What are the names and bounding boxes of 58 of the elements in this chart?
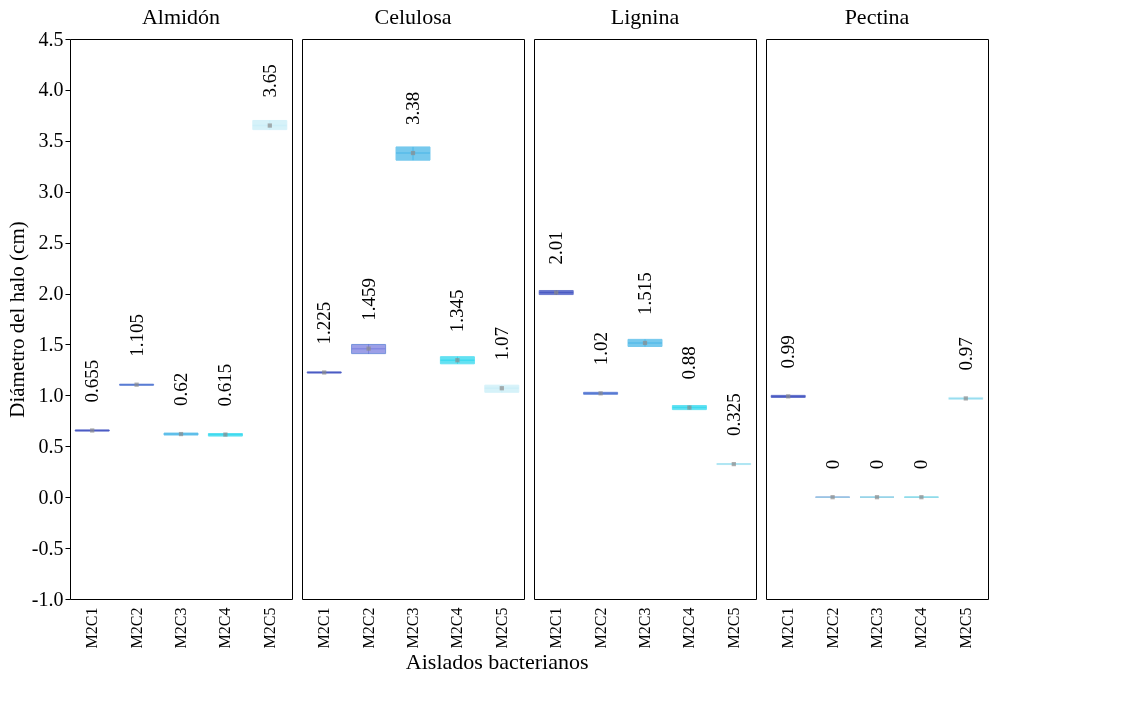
x-tick-label: M2C2 [359, 607, 377, 649]
text: 1.105 [125, 313, 147, 357]
y-tick-label: -0.5 [31, 536, 64, 559]
text: 0 [866, 459, 887, 470]
x-tick-label: M2C3 [172, 607, 189, 649]
x-tick-label: M2C2 [823, 607, 841, 649]
y-tick-label: 0.0 [38, 485, 64, 508]
y-tick-label: 1.0 [38, 383, 64, 406]
y-tick-label: 0.5 [38, 434, 64, 457]
y-tick-label: 1.5 [38, 332, 64, 355]
x-tick-label: M2C1 [547, 607, 565, 649]
x-tick-label: M2C4 [680, 607, 698, 649]
text: 1.459 [357, 277, 379, 321]
x-tick-label: M2C1 [315, 607, 333, 649]
text: 0 [821, 459, 843, 470]
text: 1.345 [446, 289, 468, 333]
y-tick-label: 3.0 [38, 180, 64, 203]
text: 1.225 [313, 301, 335, 345]
text: 0.655 [81, 359, 103, 403]
x-tick-label: M2C3 [636, 607, 653, 649]
text: 0.99 [777, 335, 799, 369]
text: 0.615 [214, 363, 236, 407]
x-tick-label: M2C1 [779, 607, 797, 649]
y-axis-title: Diámetro del halo (cm) [4, 221, 29, 418]
x-tick-label: M2C2 [591, 607, 609, 649]
y-tick-label: 4.0 [38, 78, 64, 101]
text: 3.38 [402, 91, 423, 126]
text: 0.88 [678, 346, 700, 380]
y-tick-label: 3.5 [38, 129, 64, 152]
text: 0.97 [954, 337, 976, 371]
text: 0.62 [170, 372, 191, 407]
x-axis-title: Aislados bacterianos [405, 649, 589, 675]
chart-title: Almidón [141, 4, 221, 29]
y-tick-label: 2.5 [38, 231, 64, 254]
x-tick-label: M2C5 [724, 607, 742, 649]
text: 1.07 [490, 326, 512, 361]
y-tick-label: -1.0 [31, 587, 64, 610]
chart-title: Pectina [844, 4, 910, 29]
x-tick-label: M2C4 [912, 607, 930, 649]
text: 0.325 [722, 393, 744, 437]
x-tick-label: M2C1 [83, 607, 101, 649]
chart-title: Lignina [610, 4, 680, 29]
x-tick-label: M2C4 [216, 607, 234, 649]
x-tick-label: M2C2 [127, 607, 145, 649]
text: 0 [910, 459, 932, 470]
text: 1.02 [589, 332, 611, 366]
text: 3.65 [258, 64, 280, 98]
x-tick-label: M2C5 [260, 607, 278, 649]
x-tick-label: M2C3 [868, 607, 885, 649]
y-tick-label: 2.0 [38, 282, 64, 305]
x-tick-label: M2C5 [956, 607, 974, 649]
x-tick-label: M2C4 [448, 607, 466, 649]
text: 1.515 [634, 272, 655, 315]
text: 2.01 [545, 231, 567, 265]
x-tick-label: M2C5 [492, 607, 510, 649]
y-tick-label: 4.5 [38, 27, 64, 50]
chart-title: Celulosa [374, 4, 452, 29]
x-tick-label: M2C3 [404, 607, 421, 649]
